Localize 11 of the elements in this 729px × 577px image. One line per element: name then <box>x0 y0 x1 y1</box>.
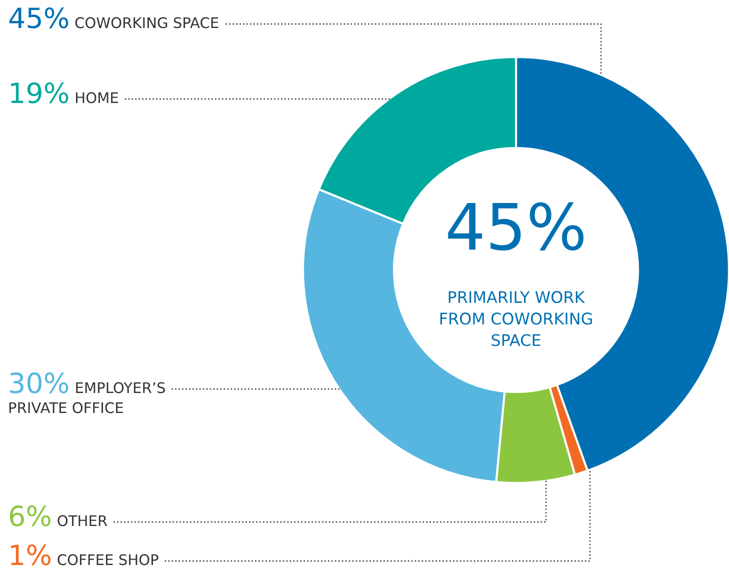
data-label: 19% <box>11 82 68 104</box>
text: PRIMARILY WORK FROM COWORKING SPACE <box>440 291 592 346</box>
data-label: 6% <box>10 505 51 526</box>
slice-label: OTHER <box>58 515 108 526</box>
slice-label: COFFEE SHOP <box>58 554 158 566</box>
data-label: 1% <box>11 544 51 566</box>
slice-label: COWORKING SPACE <box>75 17 218 28</box>
data-label: 30% <box>10 372 68 394</box>
data-label: 45% <box>9 7 68 28</box>
slice-label: HOME <box>76 92 118 104</box>
text: 45% <box>448 202 584 251</box>
